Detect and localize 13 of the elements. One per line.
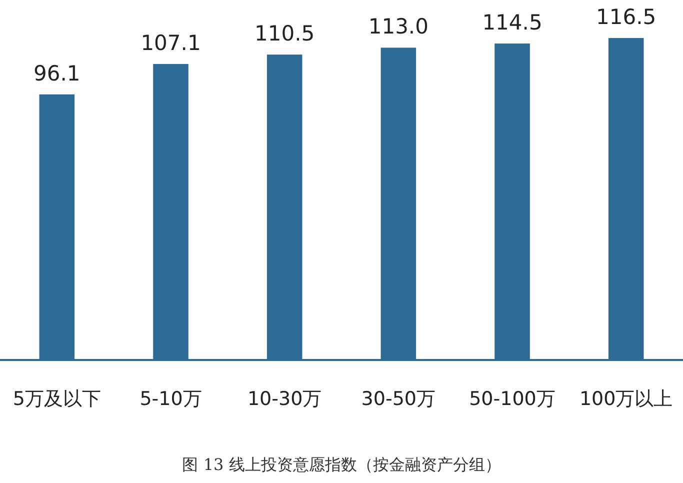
- caption: 图 13 线上投资意愿指数（按金融资产分组）: [182, 455, 501, 474]
- x-tick-label: 100万以上: [579, 388, 673, 410]
- x-tick-label: 50-100万: [469, 388, 556, 410]
- data-label: 96.1: [34, 61, 80, 86]
- data-label: 116.5: [596, 5, 656, 29]
- data-label: 107.1: [140, 30, 201, 55]
- x-tick-label: 30-50万: [361, 388, 436, 410]
- x-tick-label: 10-30万: [247, 388, 322, 410]
- data-label: 113.0: [368, 14, 428, 39]
- data-label: 110.5: [254, 22, 315, 46]
- x-tick-label: 5-10万: [140, 388, 202, 410]
- data-label: 114.5: [482, 10, 542, 35]
- x-tick-label: 5万及以下: [12, 388, 101, 410]
